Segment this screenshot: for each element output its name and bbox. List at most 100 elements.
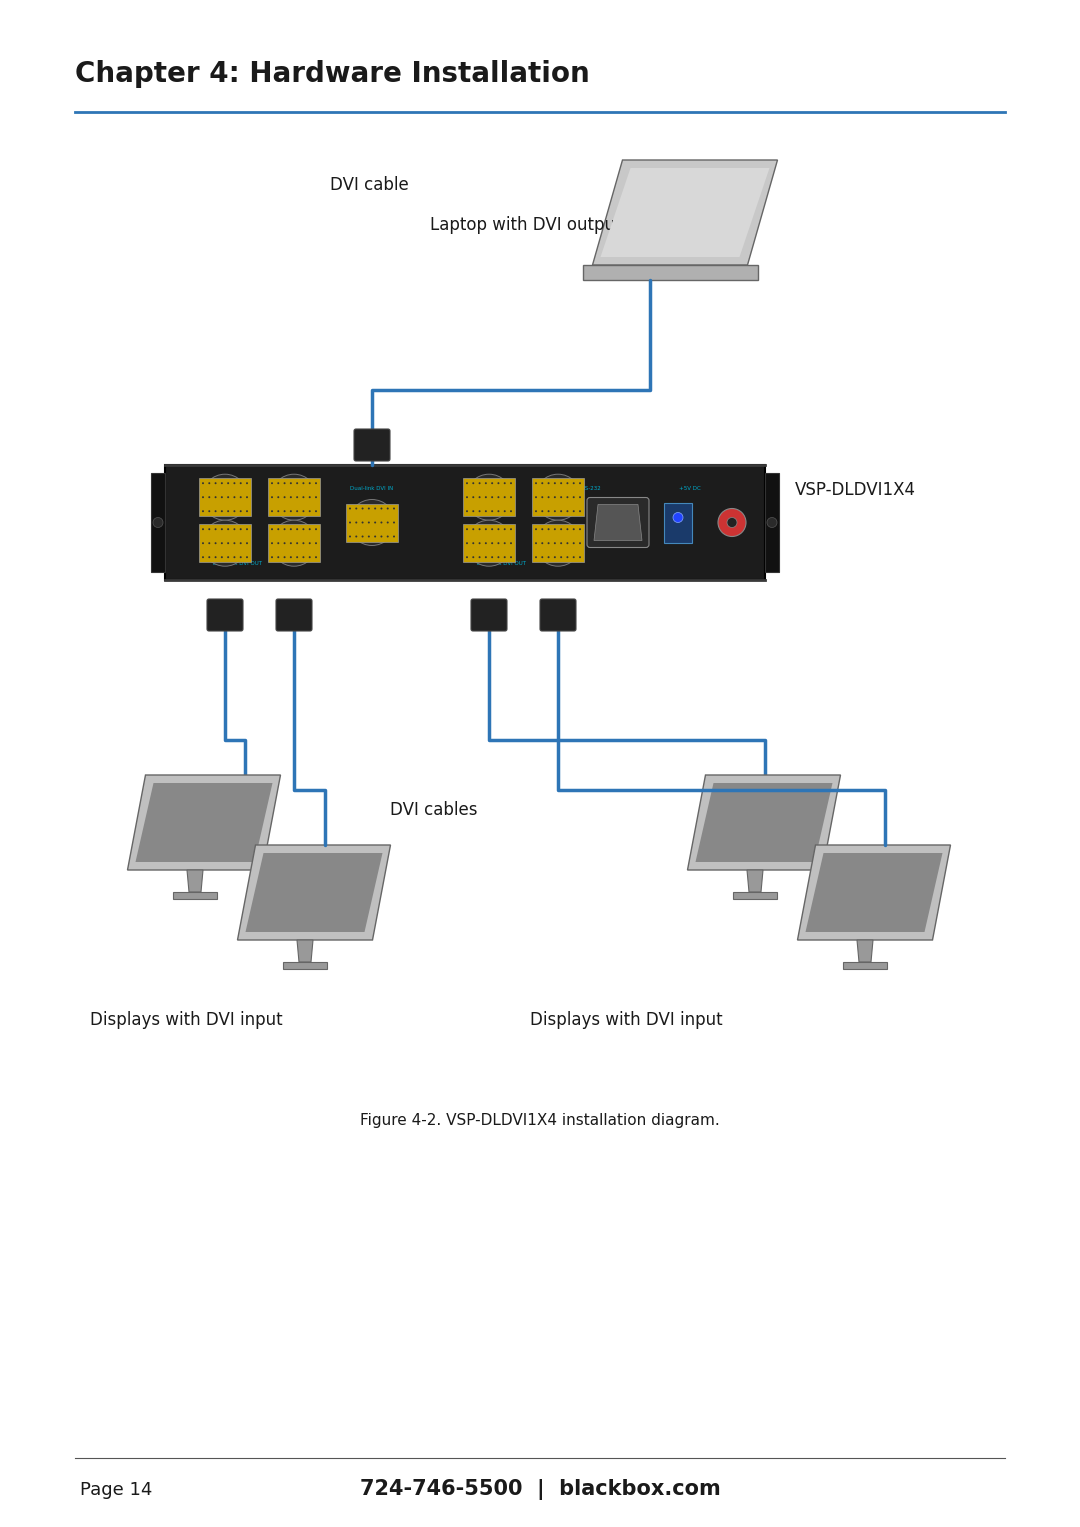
Circle shape <box>284 528 285 530</box>
Circle shape <box>368 507 369 510</box>
Circle shape <box>566 556 568 559</box>
Circle shape <box>535 542 537 544</box>
Circle shape <box>554 483 556 484</box>
Circle shape <box>227 528 229 530</box>
FancyBboxPatch shape <box>207 599 243 631</box>
Circle shape <box>309 483 311 484</box>
Circle shape <box>572 528 575 530</box>
Circle shape <box>296 528 298 530</box>
Circle shape <box>561 528 563 530</box>
Circle shape <box>246 483 248 484</box>
Circle shape <box>548 542 550 544</box>
Circle shape <box>498 542 499 544</box>
Circle shape <box>387 536 389 538</box>
Circle shape <box>246 496 248 498</box>
Circle shape <box>202 521 248 567</box>
Circle shape <box>472 528 474 530</box>
Circle shape <box>485 496 487 498</box>
Polygon shape <box>747 870 762 892</box>
Polygon shape <box>127 776 281 870</box>
Circle shape <box>387 522 389 524</box>
Circle shape <box>465 483 468 484</box>
Circle shape <box>278 542 280 544</box>
Circle shape <box>355 507 357 510</box>
Circle shape <box>289 542 292 544</box>
Circle shape <box>566 528 568 530</box>
Circle shape <box>478 510 481 512</box>
Circle shape <box>220 528 222 530</box>
Circle shape <box>368 522 369 524</box>
Circle shape <box>227 496 229 498</box>
Circle shape <box>561 483 563 484</box>
Circle shape <box>284 510 285 512</box>
Circle shape <box>393 507 395 510</box>
Polygon shape <box>594 504 642 541</box>
Circle shape <box>227 556 229 559</box>
Circle shape <box>246 510 248 512</box>
Circle shape <box>202 496 204 498</box>
Circle shape <box>349 507 351 510</box>
Text: Page 14: Page 14 <box>80 1481 152 1500</box>
Circle shape <box>315 510 318 512</box>
Circle shape <box>566 510 568 512</box>
Circle shape <box>510 510 512 512</box>
Circle shape <box>510 496 512 498</box>
Circle shape <box>278 510 280 512</box>
Circle shape <box>554 496 556 498</box>
Circle shape <box>246 542 248 544</box>
Circle shape <box>727 518 737 527</box>
Circle shape <box>485 483 487 484</box>
Circle shape <box>393 522 395 524</box>
Circle shape <box>535 475 581 521</box>
Circle shape <box>491 510 494 512</box>
Circle shape <box>548 496 550 498</box>
Bar <box>664 502 692 542</box>
Circle shape <box>561 542 563 544</box>
Circle shape <box>380 507 382 510</box>
Circle shape <box>233 542 235 544</box>
Circle shape <box>233 510 235 512</box>
Circle shape <box>278 496 280 498</box>
Circle shape <box>208 556 211 559</box>
Circle shape <box>548 556 550 559</box>
Polygon shape <box>688 776 840 870</box>
Polygon shape <box>187 870 203 892</box>
Circle shape <box>271 521 318 567</box>
Bar <box>199 478 251 516</box>
Circle shape <box>535 510 537 512</box>
Text: Displays with DVI input: Displays with DVI input <box>90 1011 283 1029</box>
Circle shape <box>478 496 481 498</box>
Circle shape <box>541 542 543 544</box>
Circle shape <box>315 496 318 498</box>
Polygon shape <box>593 160 778 266</box>
Polygon shape <box>297 941 313 962</box>
Circle shape <box>465 542 468 544</box>
Circle shape <box>561 496 563 498</box>
Text: Chapter 4: Hardware Installation: Chapter 4: Hardware Installation <box>75 60 590 89</box>
Bar <box>463 524 515 562</box>
Circle shape <box>289 496 292 498</box>
Circle shape <box>767 518 777 527</box>
Circle shape <box>498 510 499 512</box>
Circle shape <box>535 528 537 530</box>
Circle shape <box>227 510 229 512</box>
Circle shape <box>572 483 575 484</box>
Circle shape <box>510 556 512 559</box>
Text: RS-232: RS-232 <box>581 486 600 490</box>
Circle shape <box>233 528 235 530</box>
Circle shape <box>548 510 550 512</box>
Circle shape <box>284 483 285 484</box>
Circle shape <box>215 528 217 530</box>
FancyBboxPatch shape <box>540 599 576 631</box>
Text: DVI cable: DVI cable <box>330 176 408 194</box>
Circle shape <box>302 496 305 498</box>
Circle shape <box>572 556 575 559</box>
Circle shape <box>278 556 280 559</box>
Bar <box>173 892 217 899</box>
Bar <box>283 962 327 970</box>
Circle shape <box>208 528 211 530</box>
Circle shape <box>572 496 575 498</box>
Polygon shape <box>135 783 272 863</box>
Circle shape <box>498 483 499 484</box>
Circle shape <box>465 475 512 521</box>
